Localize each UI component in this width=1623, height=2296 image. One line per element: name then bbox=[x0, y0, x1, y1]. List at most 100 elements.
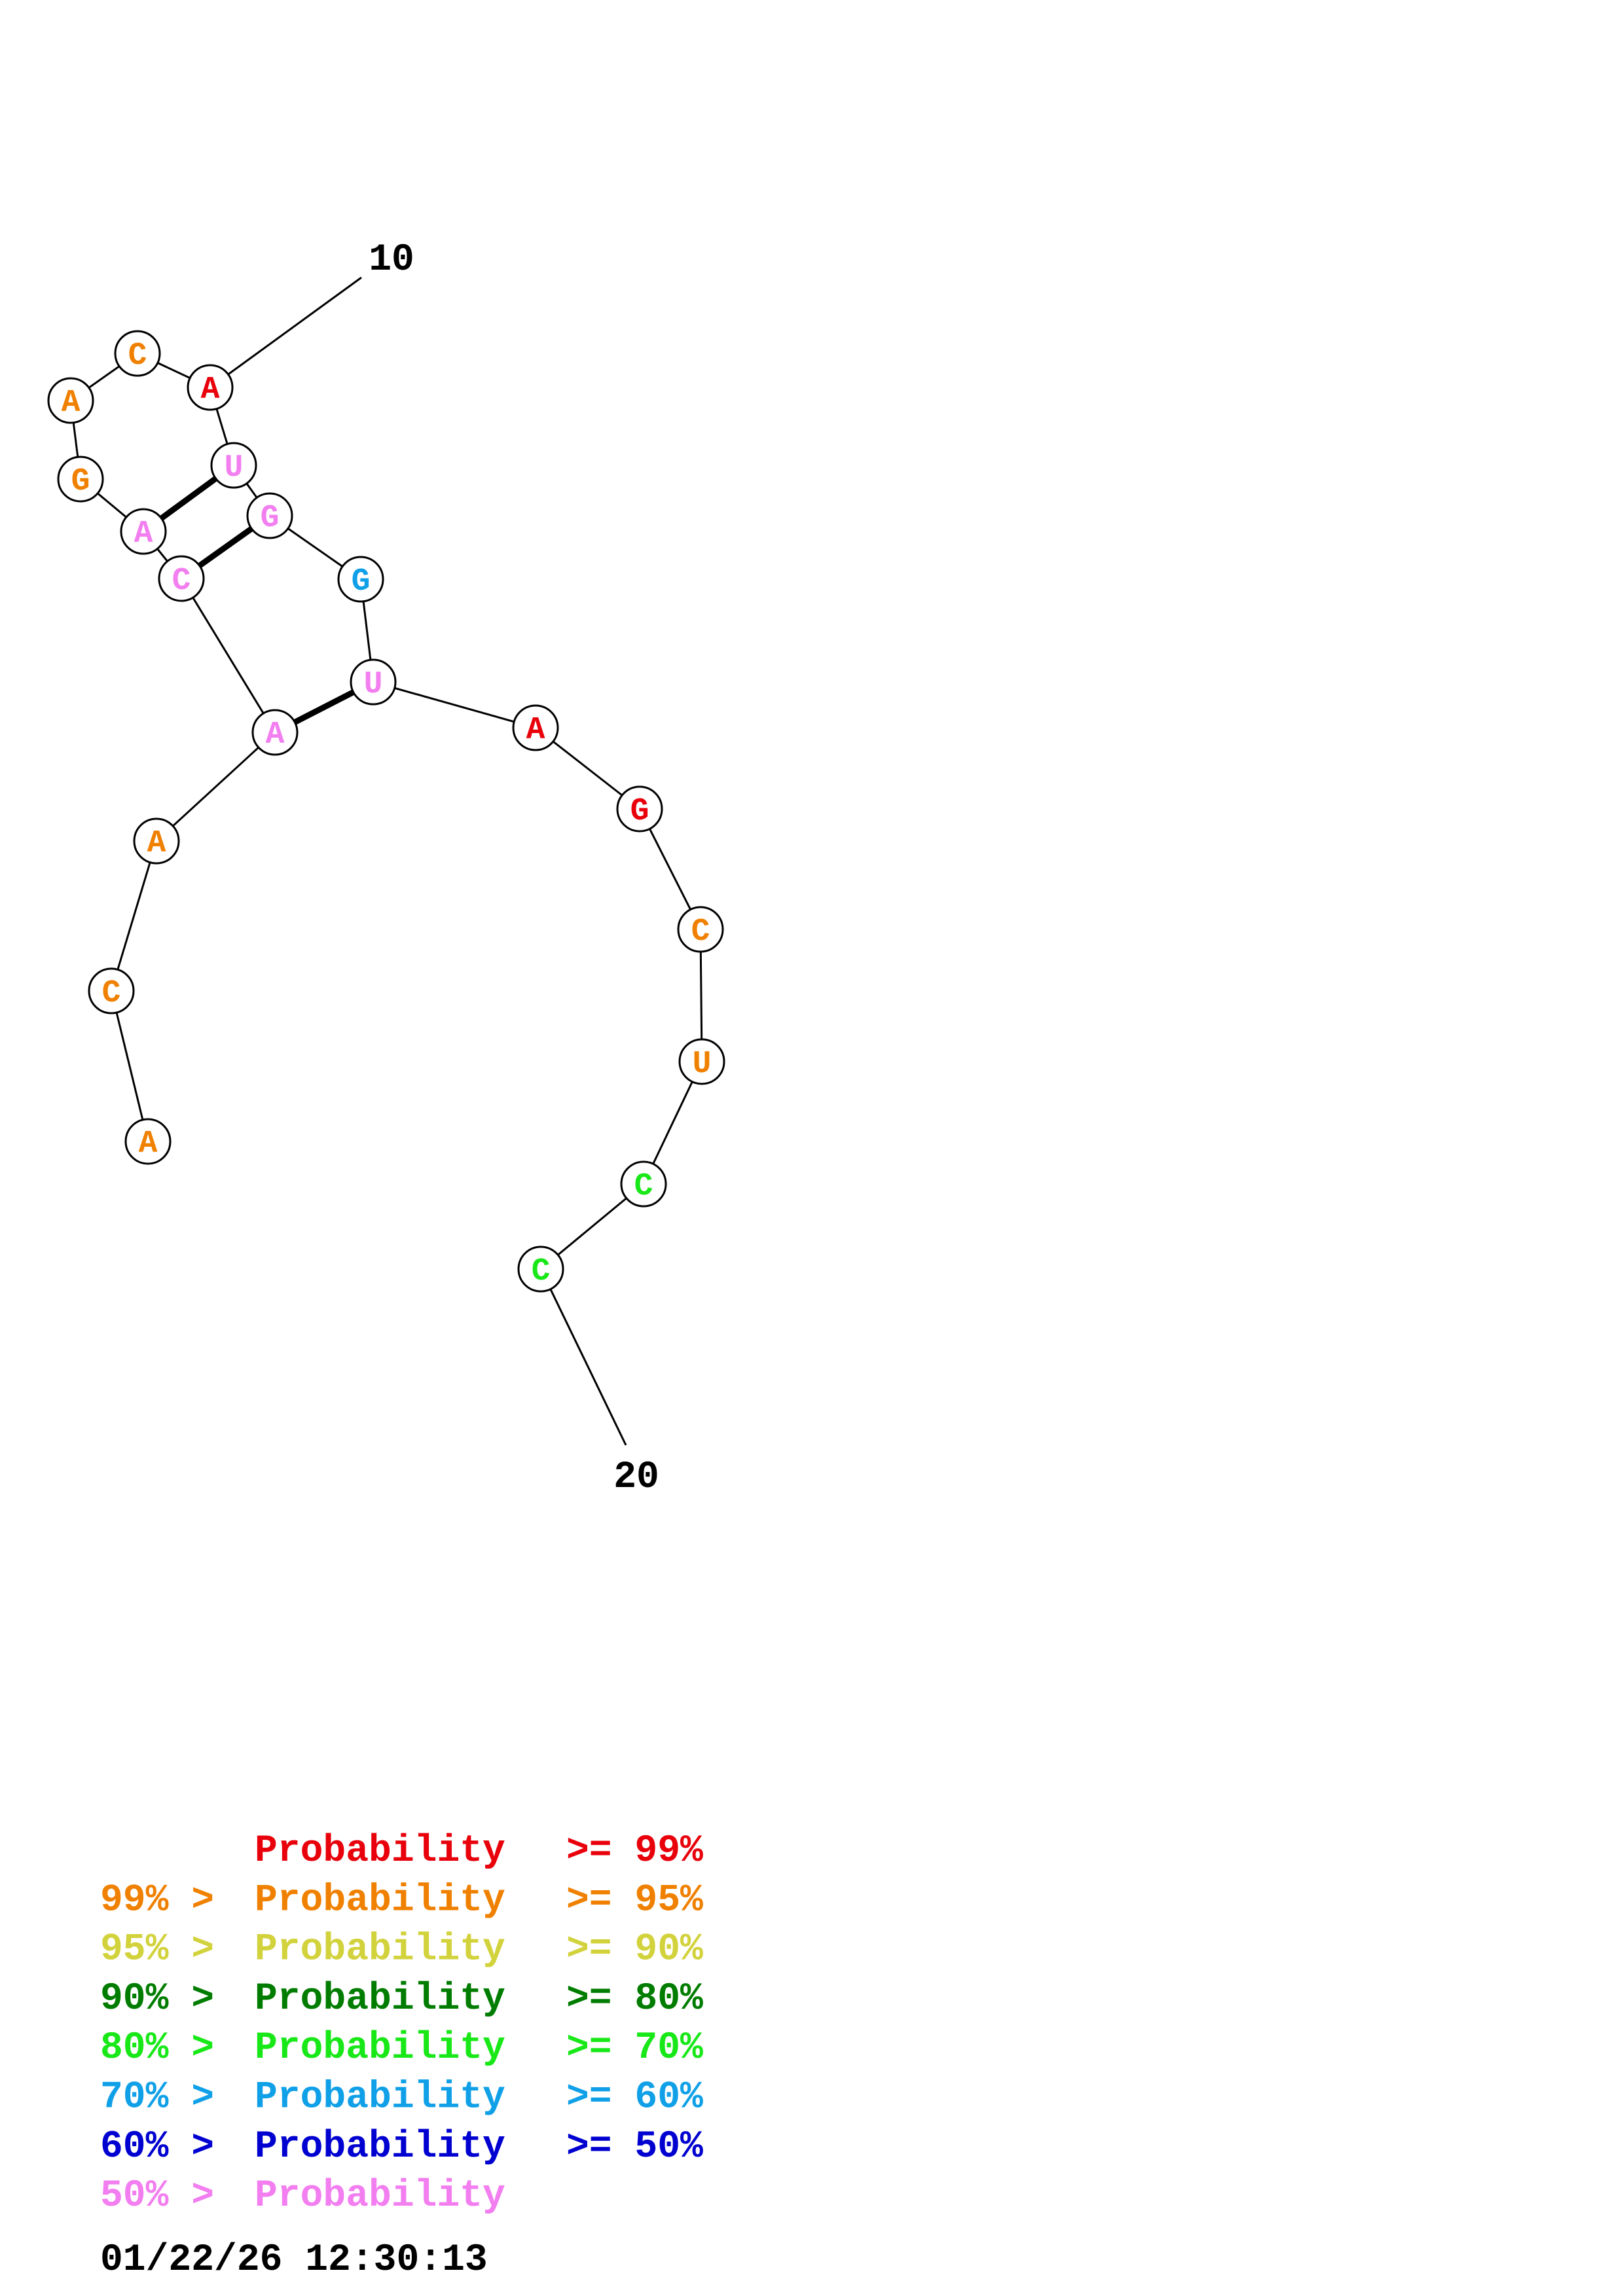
legend-label: Probability bbox=[255, 2077, 505, 2119]
legend-threshold: >= 90% bbox=[566, 1929, 703, 1971]
nucleotide-circle bbox=[677, 906, 724, 953]
nucleotide-16: G bbox=[616, 785, 663, 833]
nucleotide-letter: C bbox=[172, 564, 191, 599]
nucleotide-14: U bbox=[350, 658, 397, 706]
legend-prefix: 90% > bbox=[100, 1978, 214, 2020]
nucleotide-6: A bbox=[120, 508, 167, 555]
legend-row: 90% > Probability >= 80% bbox=[100, 1978, 703, 2020]
nucleotide-circle bbox=[517, 1246, 564, 1293]
nucleotide-circle bbox=[124, 1118, 172, 1165]
legend-label: Probability bbox=[255, 1929, 505, 1971]
nucleotide-3: A bbox=[133, 817, 180, 865]
backbone-bond-3-4 bbox=[155, 731, 276, 842]
nucleotide-letter: U bbox=[364, 667, 383, 702]
nucleotide-1: A bbox=[124, 1118, 172, 1165]
nucleotide-4: A bbox=[251, 709, 299, 756]
nucleotide-letter: U bbox=[225, 450, 244, 486]
nucleotide-circle bbox=[47, 377, 94, 424]
nucleotide-18: U bbox=[678, 1038, 725, 1085]
nucleotide-circle bbox=[133, 817, 180, 865]
legend-row: 95% > Probability >= 90% bbox=[100, 1929, 703, 1971]
nucleotide-circle bbox=[120, 508, 167, 555]
nucleotide-letter: A bbox=[526, 713, 545, 748]
nucleotide-letter: A bbox=[201, 372, 220, 408]
legend-threshold: >= 70% bbox=[566, 2027, 703, 2070]
nucleotide-letter: A bbox=[62, 386, 81, 421]
nucleotide-letter: C bbox=[634, 1169, 653, 1204]
nucleotide-letter: C bbox=[532, 1254, 551, 1289]
legend-prefix: 60% > bbox=[100, 2126, 214, 2168]
legend-prefix: 70% > bbox=[100, 2077, 214, 2119]
legend-prefix: 80% > bbox=[100, 2027, 214, 2070]
legend-row: Probability >= 99% bbox=[255, 1830, 703, 1873]
nucleotide-circle bbox=[246, 492, 293, 539]
index-label-20: 20 bbox=[613, 1456, 659, 1499]
nucleotide-circle bbox=[350, 658, 397, 706]
index-tick-10 bbox=[210, 276, 362, 389]
nucleotide-letter: G bbox=[261, 501, 280, 536]
legend-row: 60% > Probability >= 50% bbox=[100, 2126, 703, 2168]
nucleotide-letter: A bbox=[139, 1126, 158, 1162]
nucleotide-15: A bbox=[512, 704, 559, 751]
legend-label: Probability bbox=[255, 1830, 505, 1873]
nucleotide-13: G bbox=[337, 556, 384, 603]
nucleotide-letter: G bbox=[71, 464, 90, 499]
index-tick-20 bbox=[539, 1268, 627, 1446]
nucleotide-2: C bbox=[88, 967, 135, 1014]
nucleotide-19: C bbox=[620, 1160, 667, 1208]
legend-label: Probability bbox=[255, 2126, 505, 2168]
nucleotide-12: G bbox=[246, 492, 293, 539]
nucleotide-letter: G bbox=[352, 564, 371, 600]
legend-label: Probability bbox=[255, 1879, 505, 1922]
legend-prefix: 99% > bbox=[100, 1879, 214, 1922]
index-label-10: 10 bbox=[369, 239, 414, 281]
nucleotide-circle bbox=[187, 364, 234, 411]
legend-row: 70% > Probability >= 60% bbox=[100, 2077, 703, 2119]
legend-threshold: >= 80% bbox=[566, 1978, 703, 2020]
legend-label: Probability bbox=[255, 1978, 505, 2020]
nucleotide-circle bbox=[114, 330, 161, 377]
backbone-bond-1-2 bbox=[110, 990, 149, 1142]
backbone-bond-4-5 bbox=[180, 578, 276, 733]
legend-label: Probability bbox=[255, 2027, 505, 2070]
legend-threshold: >= 50% bbox=[566, 2126, 703, 2168]
nucleotide-letter: C bbox=[102, 976, 121, 1011]
nucleotide-letter: C bbox=[128, 338, 147, 374]
nucleotide-letter: A bbox=[266, 717, 285, 753]
nucleotide-circle bbox=[88, 967, 135, 1014]
legend-threshold: >= 95% bbox=[566, 1879, 703, 1922]
nucleotide-circle bbox=[678, 1038, 725, 1085]
backbone-bond-14-15 bbox=[373, 681, 536, 729]
nucleotide-8: A bbox=[47, 377, 94, 424]
nucleotide-5: C bbox=[158, 555, 205, 602]
nucleotide-17: C bbox=[677, 906, 724, 953]
nucleotide-9: C bbox=[114, 330, 161, 377]
nucleotide-letter: A bbox=[134, 516, 153, 552]
nucleotide-20: C bbox=[517, 1246, 564, 1293]
legend-threshold: >= 99% bbox=[566, 1830, 703, 1873]
nucleotide-letter: U bbox=[693, 1047, 712, 1082]
legend-row: 99% > Probability >= 95% bbox=[100, 1879, 703, 1922]
legend-threshold: >= 60% bbox=[566, 2077, 703, 2119]
nucleotide-circle bbox=[337, 556, 384, 603]
nucleotide-10: A bbox=[187, 364, 234, 411]
nucleotide-letter: C bbox=[691, 914, 710, 950]
timestamp: 01/22/26 12:30:13 bbox=[100, 2239, 488, 2282]
nucleotide-circle bbox=[57, 456, 104, 503]
legend-prefix: 50% > bbox=[100, 2175, 214, 2217]
nucleotide-circle bbox=[620, 1160, 667, 1208]
legend-row: 80% > Probability >= 70% bbox=[100, 2027, 703, 2070]
nucleotide-letter: G bbox=[630, 794, 649, 829]
nucleotide-11: U bbox=[210, 442, 257, 489]
nucleotide-circle bbox=[251, 709, 299, 756]
legend-row: 50% > Probability bbox=[100, 2175, 505, 2217]
nucleotide-circle bbox=[616, 785, 663, 833]
index-label-layer: 10 20 bbox=[369, 239, 659, 1499]
nucleotide-7: G bbox=[57, 456, 104, 503]
backbone-bond-2-3 bbox=[110, 840, 158, 992]
nucleotide-circle bbox=[210, 442, 257, 489]
nucleotide-circle bbox=[512, 704, 559, 751]
nucleotide-letter: A bbox=[147, 826, 166, 861]
